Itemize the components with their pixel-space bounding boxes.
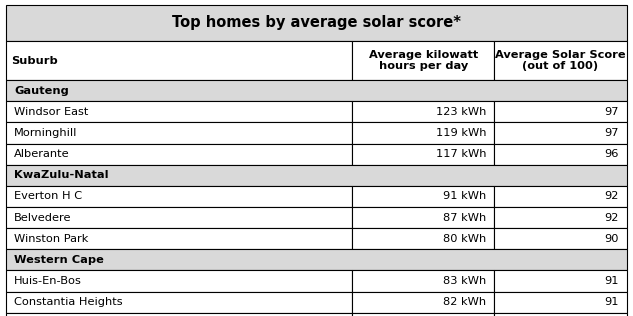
Bar <box>6 292 353 313</box>
Text: 92: 92 <box>605 191 619 202</box>
Text: 91: 91 <box>605 297 619 307</box>
Text: 82 kWh: 82 kWh <box>443 297 486 307</box>
Text: 92: 92 <box>605 213 619 222</box>
Bar <box>353 313 494 316</box>
Bar <box>494 122 627 143</box>
Text: Suburb: Suburb <box>11 56 58 65</box>
Bar <box>353 143 494 165</box>
Bar <box>494 313 627 316</box>
Text: Huis-En-Bos: Huis-En-Bos <box>14 276 82 286</box>
Bar <box>494 186 627 207</box>
Text: KwaZulu-Natal: KwaZulu-Natal <box>14 170 108 180</box>
Bar <box>353 207 494 228</box>
Text: Average kilowatt
hours per day: Average kilowatt hours per day <box>368 50 478 71</box>
Bar <box>6 5 627 41</box>
Text: 87 kWh: 87 kWh <box>443 213 486 222</box>
Text: Everton H C: Everton H C <box>14 191 82 202</box>
Text: Western Cape: Western Cape <box>14 255 104 265</box>
Text: 90: 90 <box>605 234 619 244</box>
Text: 117 kWh: 117 kWh <box>436 149 486 159</box>
Text: Morninghill: Morninghill <box>14 128 77 138</box>
Text: 91: 91 <box>605 276 619 286</box>
Bar <box>6 228 353 249</box>
Bar <box>494 41 627 80</box>
Text: 91 kWh: 91 kWh <box>443 191 486 202</box>
Bar <box>6 186 353 207</box>
Text: Gauteng: Gauteng <box>14 86 68 96</box>
Bar <box>494 228 627 249</box>
Bar <box>494 143 627 165</box>
Text: Average Solar Score
(out of 100): Average Solar Score (out of 100) <box>495 50 625 71</box>
Bar <box>6 313 353 316</box>
Text: 96: 96 <box>605 149 619 159</box>
Bar <box>494 101 627 122</box>
Bar <box>353 270 494 292</box>
Bar <box>6 41 353 80</box>
Bar <box>353 228 494 249</box>
Bar <box>353 122 494 143</box>
Bar <box>494 207 627 228</box>
Bar <box>6 249 627 270</box>
Bar <box>353 186 494 207</box>
Text: 123 kWh: 123 kWh <box>436 107 486 117</box>
Text: Winston Park: Winston Park <box>14 234 88 244</box>
Bar <box>353 292 494 313</box>
Bar <box>6 143 353 165</box>
Text: 97: 97 <box>605 107 619 117</box>
Bar <box>6 80 627 101</box>
Text: 80 kWh: 80 kWh <box>443 234 486 244</box>
Text: Top homes by average solar score*: Top homes by average solar score* <box>172 15 461 30</box>
Bar <box>6 207 353 228</box>
Bar <box>494 270 627 292</box>
Text: Constantia Heights: Constantia Heights <box>14 297 123 307</box>
Text: 119 kWh: 119 kWh <box>436 128 486 138</box>
Bar <box>6 270 353 292</box>
Bar <box>353 41 494 80</box>
Text: Windsor East: Windsor East <box>14 107 88 117</box>
Text: 97: 97 <box>605 128 619 138</box>
Text: Belvedere: Belvedere <box>14 213 72 222</box>
Text: 83 kWh: 83 kWh <box>443 276 486 286</box>
Bar <box>494 292 627 313</box>
Bar <box>353 101 494 122</box>
Bar <box>6 101 353 122</box>
Bar <box>6 165 627 186</box>
Bar <box>6 122 353 143</box>
Text: Alberante: Alberante <box>14 149 70 159</box>
